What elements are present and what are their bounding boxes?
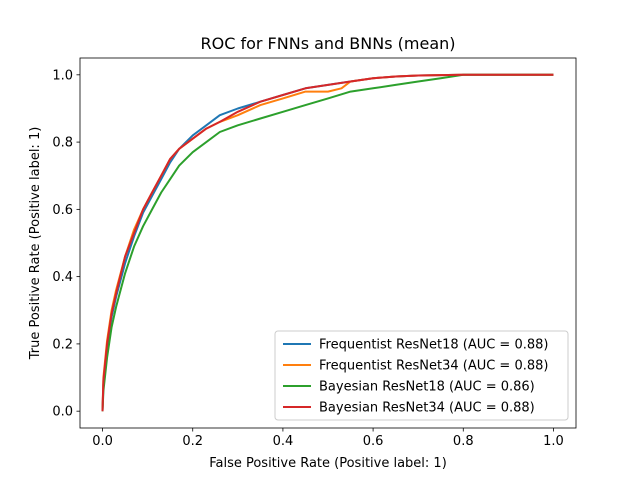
legend-box [274, 330, 569, 421]
x-axis-label: False Positive Rate (Positive label: 1) [209, 456, 447, 471]
series-layer [101, 73, 554, 412]
x-tick-label: 0.0 [92, 434, 113, 449]
y-tick-label: 0.0 [52, 405, 73, 420]
x-tick-label: 1.0 [543, 434, 564, 449]
y-tick-label: 1.0 [52, 68, 73, 83]
roc-curve-2 [101, 73, 554, 412]
legend: Frequentist ResNet18 (AUC = 0.88) Frequen… [274, 330, 569, 421]
chart-title: ROC for FNNs and BNNs (mean) [201, 34, 456, 53]
y-tick-label: 0.6 [52, 203, 73, 218]
y-tick-label: 0.2 [52, 337, 73, 352]
x-tick-label: 0.4 [273, 434, 294, 449]
roc-curve-3 [101, 73, 554, 412]
legend-label: Bayesian ResNet34 (AUC = 0.88) [319, 401, 535, 416]
legend-label: Bayesian ResNet18 (AUC = 0.86) [319, 380, 535, 395]
y-axis: 0.0 0.2 0.4 0.6 0.8 1.0 [52, 68, 80, 420]
legend-label: Frequentist ResNet18 (AUC = 0.88) [319, 338, 548, 353]
legend-label: Frequentist ResNet34 (AUC = 0.88) [319, 359, 548, 374]
x-tick-label: 0.2 [182, 434, 203, 449]
y-axis-label: True Positive Rate (Positive label: 1) [28, 127, 43, 361]
x-tick-label: 0.8 [453, 434, 474, 449]
y-tick-label: 0.4 [52, 270, 73, 285]
x-axis: 0.0 0.2 0.4 0.6 0.8 1.0 [92, 428, 564, 449]
x-tick-label: 0.6 [363, 434, 384, 449]
plot-frame [79, 57, 577, 429]
y-tick-label: 0.8 [52, 136, 73, 151]
